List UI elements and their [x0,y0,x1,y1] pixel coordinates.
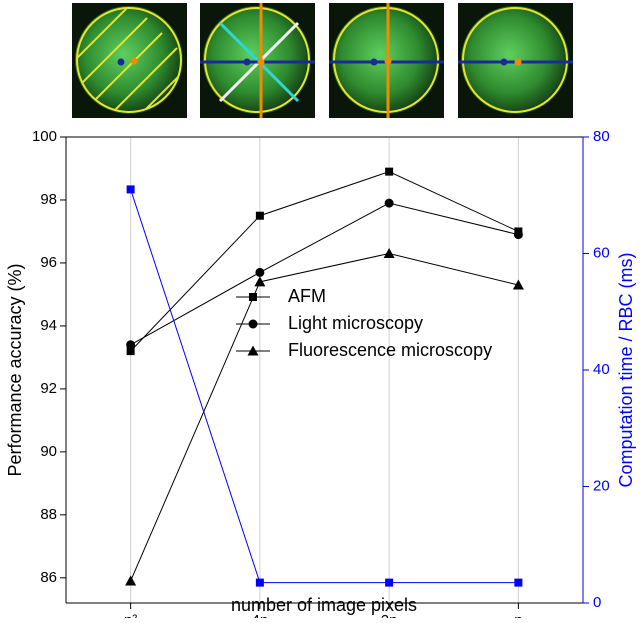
legend-label: Light microscopy [288,313,423,333]
data-point [383,248,395,258]
thumbnails [72,3,573,118]
y-tick-label: 96 [40,254,57,271]
data-point [385,578,394,587]
thumbnail [329,3,444,118]
data-point [126,185,135,194]
data-point [125,575,137,586]
data-point [514,578,523,587]
y-tick-label: 98 [40,191,57,208]
data-point [385,167,394,176]
y-tick-label: 92 [40,380,57,397]
data-point [513,230,523,240]
y-tick-label: 94 [40,317,57,334]
data-point [126,347,135,356]
y2-tick-label: 80 [593,128,610,145]
x-tick-label: 2n [381,612,398,618]
y-tick-label: 86 [40,569,57,586]
y-tick-label: 88 [40,506,57,523]
data-point [126,340,136,350]
data-point [512,279,524,290]
legend-label: Fluorescence microscopy [288,340,492,360]
x-axis-label: number of image pixels [231,595,417,615]
y-tick-label: 90 [40,443,57,460]
thumbnail [200,3,315,118]
legend-label: AFM [288,286,326,306]
y2-axis-label: Computation time / RBC (ms) [616,252,636,487]
data-point [255,578,264,587]
y2-tick-label: 0 [593,594,601,611]
series-line [130,189,519,584]
data-point [255,211,264,220]
legend-marker [247,345,259,356]
data-point [384,198,394,208]
data-point [255,267,265,277]
x-tick-label: n² [124,612,137,618]
y2-tick-label: 60 [593,244,610,261]
y-tick-label: 100 [32,128,57,145]
thumbnail [72,3,187,118]
y2-tick-label: 40 [593,361,610,378]
legend-marker [248,319,258,329]
series-line [130,252,519,582]
series-line [130,171,519,352]
x-tick-label: 4n [252,612,269,618]
legend-marker [249,293,257,301]
data-point [254,276,266,287]
series-line [130,202,519,346]
y2-tick-label: 20 [593,477,610,494]
x-tick-label: n [514,612,522,618]
plot: 86 88 90 92 94 96 98 100 0 20 40 60 80 n² 4n 2n n AFM Ligh… [32,128,610,623]
thumbnail [458,3,573,118]
y-axis-label: Performance accuracy (%) [5,263,25,476]
